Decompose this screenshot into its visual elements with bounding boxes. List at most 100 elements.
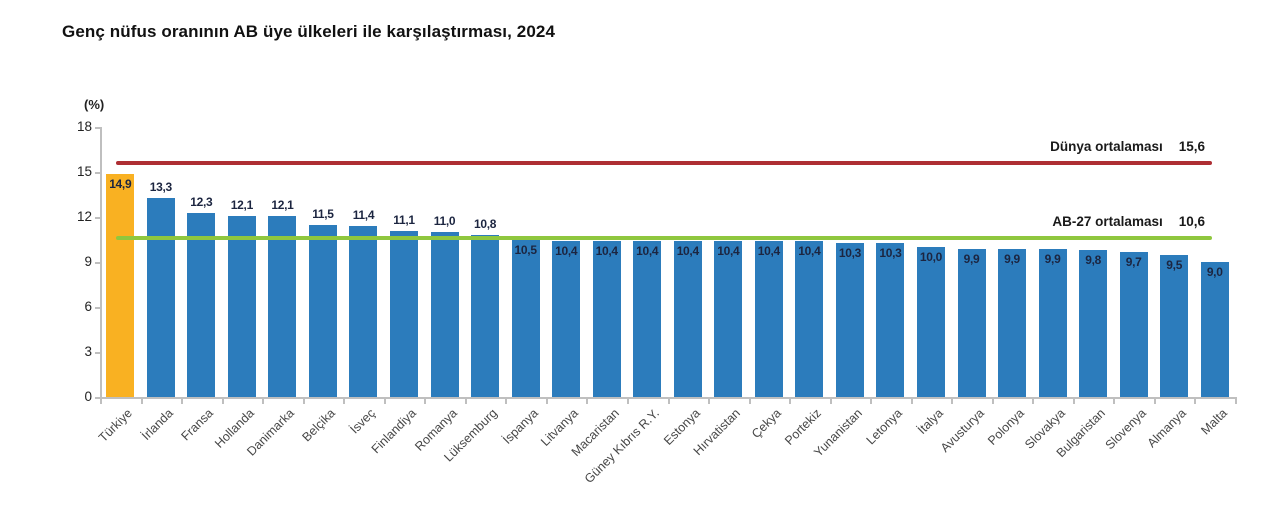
bar: [998, 248, 1027, 397]
x-axis-tick: [262, 399, 265, 404]
bar-value-label: 9,0: [1206, 265, 1223, 279]
x-axis-tick: [870, 399, 873, 404]
y-axis-tick: [95, 397, 100, 399]
y-axis-tick: [95, 217, 100, 219]
y-axis-tick: [95, 352, 100, 354]
x-axis-tick: [789, 399, 792, 404]
x-axis-tick: [1032, 399, 1035, 404]
bar-value-label: 9,5: [1166, 257, 1183, 272]
bar-value-label: 9,7: [1125, 254, 1142, 269]
x-axis-tick: [1235, 399, 1237, 404]
bar-value-label: 10,4: [636, 244, 659, 258]
bar: [552, 241, 581, 397]
bar-value-label: 10,4: [676, 244, 699, 258]
x-axis-line: [100, 397, 1237, 399]
y-axis-tick-label: 15: [76, 164, 92, 179]
x-axis-tick: [1153, 399, 1156, 404]
bar: [1038, 248, 1067, 397]
y-axis-unit-label: (%): [84, 97, 105, 112]
bar-value-label: 12,1: [271, 197, 294, 212]
x-axis-tick: [667, 399, 670, 404]
x-axis-tick: [383, 399, 386, 404]
bar: [146, 197, 175, 397]
x-axis-tick: [1072, 399, 1075, 404]
bar-value-label: 9,9: [1004, 251, 1020, 266]
bar-value-label: 10,3: [838, 245, 861, 260]
bar-value-label: 10,3: [879, 245, 902, 260]
bar-value-label: 11,1: [393, 212, 415, 227]
x-axis-tick: [829, 399, 832, 404]
bar: [511, 239, 540, 397]
y-axis-tick-label: 18: [76, 119, 92, 134]
bar: [1119, 251, 1148, 397]
bar-value-label: 11,5: [312, 206, 334, 221]
bar-value-label: 10,4: [555, 244, 578, 258]
y-axis-tick-label: 0: [84, 389, 92, 404]
reference-line-value: 10,6: [1178, 214, 1205, 229]
bar: [349, 226, 378, 397]
bar-value-label: 11,0: [433, 214, 456, 228]
x-axis-tick: [505, 399, 508, 404]
x-axis-tick: [586, 399, 589, 404]
bar-value-label: 10,4: [757, 244, 780, 258]
y-axis-tick-label: 12: [76, 209, 92, 224]
bar-value-label: 12,1: [230, 197, 253, 212]
bar-value-label: 10,5: [514, 242, 537, 257]
x-axis-tick: [1113, 399, 1116, 404]
x-axis-tick: [100, 399, 102, 404]
bar: [754, 241, 783, 397]
bar-value-label: 10,4: [717, 244, 740, 258]
bar: [633, 241, 662, 397]
y-axis-tick: [95, 127, 100, 129]
bar: [430, 232, 459, 397]
x-axis-tick: [910, 399, 913, 404]
y-axis-tick-label: 6: [84, 299, 92, 314]
bar-highlight: [106, 173, 135, 397]
bar-value-label: 14,9: [109, 176, 132, 191]
bar: [1160, 254, 1189, 397]
bar-value-label: 9,9: [1044, 251, 1061, 266]
x-axis-tick: [140, 399, 143, 404]
bar-value-label: 10,4: [595, 244, 618, 258]
bar-value-label: 10,0: [919, 250, 943, 264]
reference-line-world-average: [116, 161, 1212, 165]
y-axis-tick: [95, 262, 100, 264]
reference-line-label-eu27-average: AB-27 ortalaması 10,6: [885, 214, 1205, 229]
x-axis-tick: [708, 399, 711, 404]
bar-value-label: 10,8: [474, 217, 497, 231]
bar: [714, 241, 743, 397]
bar: [308, 224, 337, 397]
bar-value-label: 10,4: [798, 244, 821, 258]
bar: [795, 241, 824, 397]
chart-title: Genç nüfus oranının AB üye ülkeleri ile …: [62, 22, 555, 41]
x-axis-tick: [951, 399, 954, 404]
y-axis-line: [100, 127, 102, 399]
bar: [227, 215, 256, 397]
reference-line-value: 15,6: [1178, 139, 1205, 154]
bar: [471, 235, 500, 397]
bar: [592, 241, 621, 397]
reference-line-eu27-average: [116, 236, 1212, 240]
x-axis-tick: [748, 399, 751, 404]
bar-value-label: 13,3: [149, 179, 172, 194]
x-axis-tick: [343, 399, 346, 404]
reference-line-text: AB-27 ortalaması: [1052, 214, 1163, 229]
bar: [268, 215, 297, 397]
bar-value-label: 12,3: [190, 194, 213, 209]
bar: [1079, 250, 1108, 397]
bar: [835, 242, 864, 397]
x-axis-tick: [991, 399, 994, 404]
bar: [187, 212, 216, 397]
bar: [957, 248, 986, 397]
y-axis-tick: [95, 172, 100, 174]
bar: [1200, 262, 1229, 397]
y-axis-tick-label: 3: [84, 344, 92, 359]
x-axis-tick: [221, 399, 224, 404]
y-axis-tick: [95, 307, 100, 309]
bar-value-label: 9,9: [963, 251, 980, 266]
x-axis-tick: [181, 399, 184, 404]
bar-value-label: 11,4: [352, 208, 375, 222]
x-axis-tick: [545, 399, 548, 404]
bar: [876, 242, 905, 397]
